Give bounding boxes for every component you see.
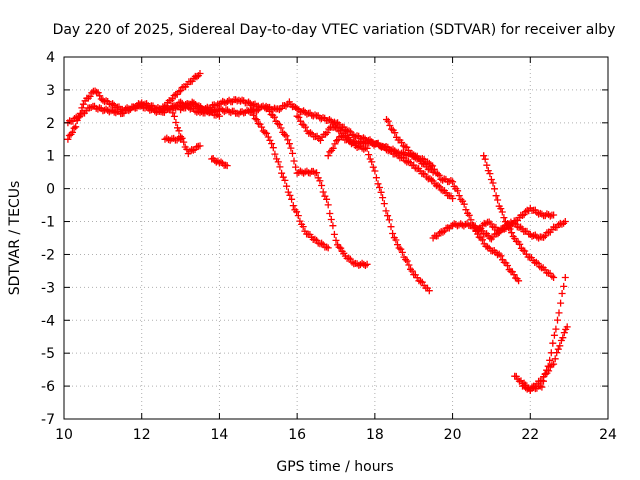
y-tick-label: 3: [46, 83, 55, 99]
data-points: [64, 70, 571, 394]
series-markers: [157, 70, 204, 114]
series-track-16: [511, 274, 569, 394]
y-tick-label: -4: [41, 313, 55, 329]
y-axis-label: SDTVAR / TECUs: [7, 181, 23, 296]
x-tick-label: 18: [366, 427, 384, 443]
x-axis-label: GPS time / hours: [276, 459, 393, 475]
series-markers: [208, 155, 231, 170]
grid: [64, 57, 608, 419]
x-tick-label: 14: [211, 427, 229, 443]
series-markers: [262, 102, 371, 269]
series-markers: [247, 106, 332, 252]
series-markers: [511, 274, 569, 394]
series-markers: [293, 112, 433, 295]
series-track-17: [519, 323, 571, 394]
series-markers: [472, 204, 558, 236]
series-track-8: [247, 106, 332, 252]
series-markers: [480, 152, 558, 281]
y-tick-label: 0: [46, 182, 55, 198]
y-tick-label: 4: [46, 50, 55, 66]
x-tick-label: 12: [133, 427, 151, 443]
series-track-1: [64, 87, 262, 143]
x-tick-label: 10: [55, 427, 73, 443]
series-markers: [64, 87, 262, 143]
y-tick-label: -7: [41, 412, 55, 428]
y-tick-label: -3: [41, 280, 55, 296]
x-tick-label: 24: [599, 427, 617, 443]
series-track-3: [157, 70, 204, 114]
y-tick-label: -1: [41, 215, 55, 231]
x-tick-label: 22: [521, 427, 539, 443]
series-markers: [519, 323, 571, 394]
series-track-9: [262, 102, 371, 269]
y-tick-label: -2: [41, 247, 55, 263]
series-track-7: [208, 155, 231, 170]
x-tick-label: 20: [444, 427, 462, 443]
series-track-5: [169, 109, 204, 158]
y-tick-label: 1: [46, 149, 55, 165]
plot-frame: [63, 56, 609, 420]
x-tick-label: 16: [288, 427, 306, 443]
y-tick-label: -6: [41, 379, 55, 395]
y-tick-label: -5: [41, 346, 55, 362]
series-markers: [169, 109, 204, 158]
y-tick-label: 2: [46, 116, 55, 132]
chart-title: Day 220 of 2025, Sidereal Day-to-day VTE…: [53, 22, 616, 38]
series-track-15: [472, 204, 558, 236]
series-track-10: [293, 112, 433, 295]
series-track-14: [480, 152, 558, 281]
